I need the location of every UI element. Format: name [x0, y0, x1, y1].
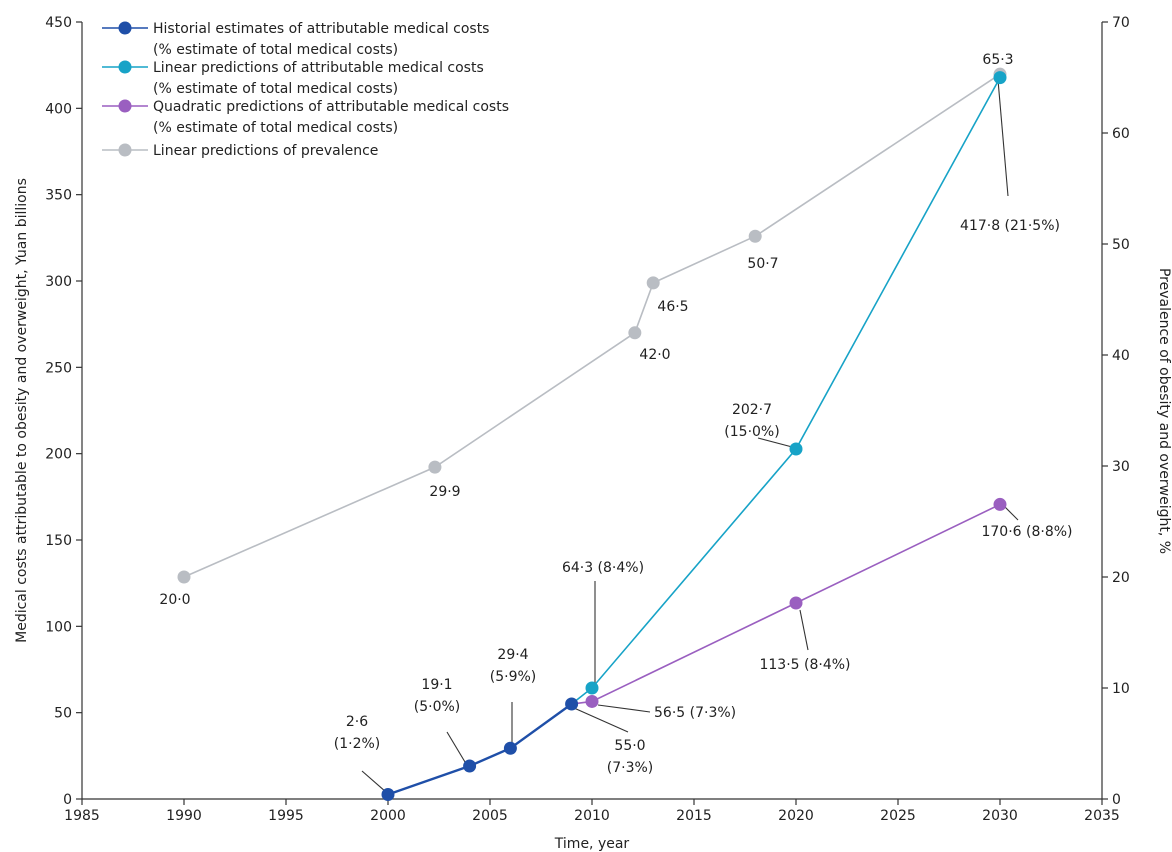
- data-label: 113·5 (8·4%): [759, 657, 850, 673]
- data-label: (1·2%): [334, 736, 381, 752]
- leader-line: [757, 437, 797, 449]
- y-tick-label-right: 30: [1112, 459, 1130, 475]
- y-tick-label-right: 10: [1112, 681, 1130, 697]
- legend-marker: [118, 21, 132, 35]
- leader-line: [1003, 505, 1019, 521]
- y-tick-label-right: 40: [1112, 348, 1130, 364]
- series-line-0: [387, 703, 573, 796]
- y-tick-label-left: 450: [45, 15, 72, 31]
- series-line-3: [183, 73, 1001, 578]
- data-point: [428, 460, 442, 474]
- data-label: 65·3: [982, 52, 1013, 68]
- data-point: [381, 788, 395, 802]
- y-tick-label-left: 400: [45, 101, 72, 117]
- data-point: [585, 681, 599, 695]
- legend-marker: [118, 60, 132, 74]
- leader-line: [361, 770, 387, 793]
- legend-entry: Quadratic predictions of attributable me…: [153, 99, 509, 115]
- y-tick-label-right: 70: [1112, 15, 1130, 31]
- data-label: (15·0%): [724, 424, 779, 440]
- leader-line: [597, 704, 651, 713]
- x-tick-label: 1985: [64, 808, 100, 824]
- x-axis-title: Time, year: [554, 836, 630, 852]
- series-line-2: [571, 503, 1001, 705]
- data-label: (5·0%): [414, 699, 461, 715]
- leader-line: [799, 609, 809, 651]
- y-tick-label-right: 60: [1112, 126, 1130, 142]
- y-tick-label-right: 50: [1112, 237, 1130, 253]
- x-tick-label: 1995: [268, 808, 304, 824]
- y-tick-label-right: 20: [1112, 570, 1130, 586]
- x-tick-label: 2025: [880, 808, 916, 824]
- data-label: 56·5 (7·3%): [654, 705, 736, 721]
- y-tick-label-left: 50: [54, 706, 72, 722]
- data-point: [993, 497, 1007, 511]
- x-tick-label: 2015: [676, 808, 712, 824]
- data-label: (7·3%): [607, 760, 654, 776]
- data-point: [565, 697, 579, 711]
- legend-marker: [118, 143, 132, 157]
- data-point: [789, 596, 803, 610]
- x-tick-label: 2020: [778, 808, 814, 824]
- data-label: (5·9%): [490, 669, 537, 685]
- y-axis-title-right: Prevalence of obesity and overweight, %: [1156, 268, 1172, 554]
- x-tick-label: 2030: [982, 808, 1018, 824]
- y-tick-label-left: 100: [45, 619, 72, 635]
- data-label: 29·9: [429, 484, 460, 500]
- y-tick-label-left: 350: [45, 188, 72, 204]
- data-label: 170·6 (8·8%): [981, 524, 1072, 540]
- data-point: [628, 326, 642, 340]
- y-tick-label-left: 300: [45, 274, 72, 290]
- data-label: 50·7: [747, 256, 778, 272]
- legend-entry-sub: (% estimate of total medical costs): [153, 120, 398, 136]
- legend-entry-sub: (% estimate of total medical costs): [153, 42, 398, 58]
- data-label: 64·3 (8·4%): [562, 560, 644, 576]
- x-tick-label: 2000: [370, 808, 406, 824]
- data-point: [585, 694, 599, 708]
- data-label: 417·8 (21·5%): [960, 218, 1060, 234]
- x-tick-label: 2035: [1084, 808, 1120, 824]
- legend-entry-sub: (% estimate of total medical costs): [153, 81, 398, 97]
- y-tick-label-left: 0: [63, 792, 72, 808]
- data-point: [646, 276, 660, 290]
- y-tick-label-left: 200: [45, 447, 72, 463]
- data-label: 42·0: [639, 347, 670, 363]
- y-tick-label-left: 150: [45, 533, 72, 549]
- series-line-1: [571, 77, 1001, 705]
- data-label: 2·6: [346, 714, 368, 730]
- data-label: 46·5: [657, 299, 688, 315]
- y-axis-title-left: Medical costs attributable to obesity an…: [14, 178, 30, 643]
- data-label: 20·0: [159, 592, 190, 608]
- x-tick-label: 2005: [472, 808, 508, 824]
- data-point: [993, 71, 1007, 85]
- data-point: [503, 741, 517, 755]
- data-label: 202·7: [732, 402, 772, 418]
- y-tick-label-right: 0: [1112, 792, 1121, 808]
- leader-line: [446, 731, 466, 763]
- leader-line: [997, 79, 1009, 197]
- legend-marker: [118, 99, 132, 113]
- legend-entry: Linear predictions of attributable medic…: [153, 60, 484, 76]
- data-point: [177, 570, 191, 584]
- legend-entry: Historial estimates of attributable medi…: [153, 21, 489, 37]
- data-label: 29·4: [497, 647, 528, 663]
- x-tick-label: 2010: [574, 808, 610, 824]
- leader-line: [573, 707, 629, 733]
- y-tick-label-left: 250: [45, 360, 72, 376]
- data-label: 19·1: [421, 677, 452, 693]
- data-point: [463, 759, 477, 773]
- data-point: [789, 442, 803, 456]
- x-tick-label: 1990: [166, 808, 202, 824]
- data-point: [748, 229, 762, 243]
- data-label: 55·0: [614, 738, 645, 754]
- legend-entry: Linear predictions of prevalence: [153, 143, 378, 159]
